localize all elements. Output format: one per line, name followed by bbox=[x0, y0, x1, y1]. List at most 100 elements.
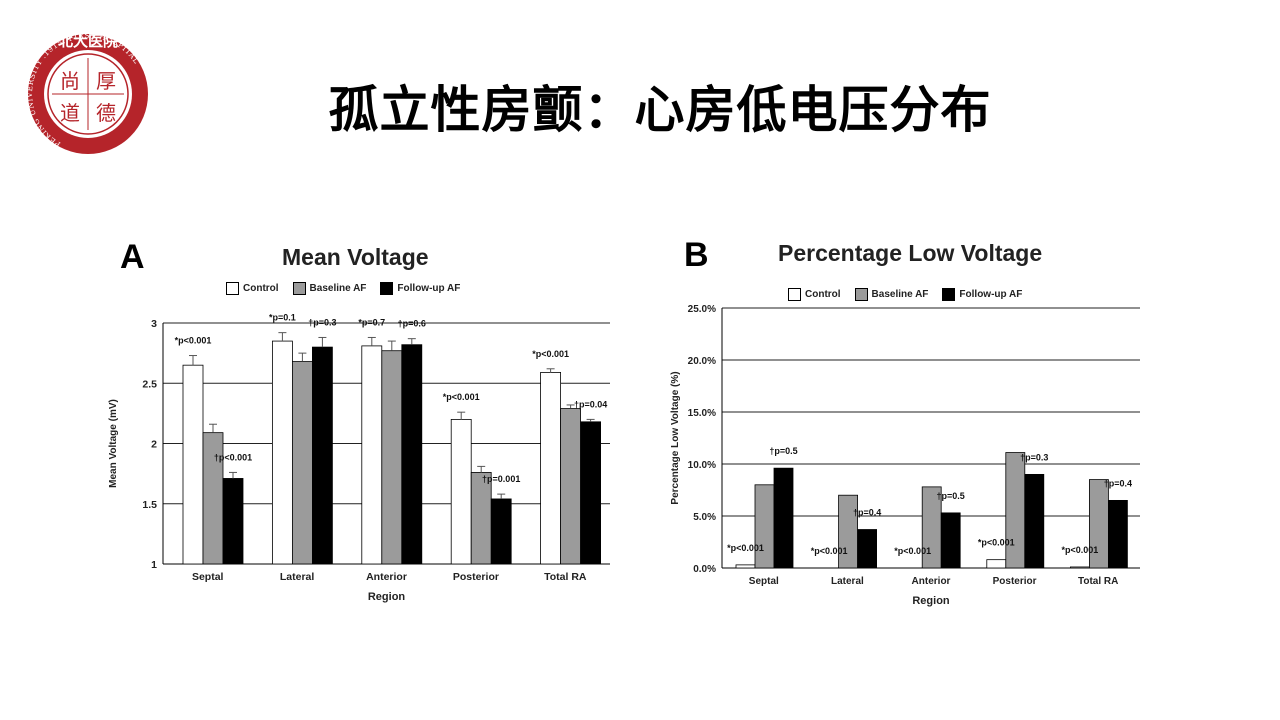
legend-item-followup: Follow-up AF bbox=[380, 282, 460, 295]
legend-label: Baseline AF bbox=[309, 283, 367, 294]
chart-title: Percentage Low Voltage bbox=[778, 240, 1043, 266]
p-value-annotation: †p=0.3 bbox=[308, 317, 336, 327]
p-value-annotation: *p=0.7 bbox=[358, 317, 385, 327]
bar-baseline-af bbox=[381, 350, 403, 565]
p-value-annotation: †p=0.001 bbox=[482, 474, 520, 484]
seal-char: 德 bbox=[96, 101, 116, 125]
y-tick-label: 5.0% bbox=[693, 512, 716, 523]
bar-follow-up-af bbox=[1024, 473, 1045, 569]
chart-panel-b: 0.0% 5.0% 10.0% 15.0% 20.0% 25.0% Septal Latera… bbox=[656, 222, 1181, 612]
bar-control bbox=[986, 559, 1007, 569]
p-value-annotation: †p=0.4 bbox=[853, 508, 881, 518]
hospital-logo-seal: 北大医院 PEKING UNIVERSITY .1915. FIRST HOSP… bbox=[26, 31, 148, 154]
bar-follow-up-af bbox=[490, 498, 512, 565]
legend-swatch bbox=[380, 282, 394, 295]
chart-title: Mean Voltage bbox=[282, 244, 429, 270]
seal-char: 厚 bbox=[96, 69, 116, 93]
p-value-annotation: †p=0.5 bbox=[937, 491, 965, 501]
bar-follow-up-af bbox=[401, 344, 423, 565]
bar-control bbox=[271, 340, 293, 565]
bar-follow-up-af bbox=[311, 346, 333, 565]
bar-control bbox=[1069, 566, 1090, 569]
mean-voltage-chart: 1 1.5 2 2.5 3 Septal Lateral Anterior Posterior T… bbox=[108, 313, 610, 603]
y-tick-label: 2 bbox=[151, 439, 157, 451]
chart-panel-a: 1 1.5 2 2.5 3 Septal Lateral Anterior Posterior T… bbox=[92, 222, 632, 618]
y-tick-label: 0.0% bbox=[693, 564, 716, 575]
bar-follow-up-af bbox=[580, 421, 602, 565]
p-value-annotation: *p<0.001 bbox=[811, 546, 848, 556]
legend-label: Baseline AF bbox=[871, 289, 929, 300]
x-tick-label: Septal bbox=[192, 571, 224, 583]
bar-control bbox=[450, 418, 472, 565]
legend-item-control: Control bbox=[788, 288, 841, 301]
x-tick-label: Anterior bbox=[912, 576, 951, 587]
p-value-annotation: *p<0.001 bbox=[1062, 545, 1099, 555]
legend-swatch bbox=[292, 282, 306, 295]
p-value-annotation: †p=0.5 bbox=[769, 446, 797, 456]
chart-legend: Control Baseline AF Follow-up AF bbox=[788, 288, 1022, 301]
p-value-annotation: *p=0.1 bbox=[269, 313, 296, 323]
y-tick-label: 1 bbox=[151, 559, 157, 571]
seal-top-text: 北大医院 bbox=[58, 32, 118, 50]
y-tick-label: 15.0% bbox=[688, 408, 716, 419]
legend-item-followup: Follow-up AF bbox=[942, 288, 1022, 301]
x-tick-label: Lateral bbox=[280, 571, 315, 583]
legend-label: Control bbox=[243, 283, 279, 294]
x-axis-title: Region bbox=[912, 595, 950, 607]
x-tick-label: Septal bbox=[749, 576, 779, 587]
legend-item-baseline: Baseline AF bbox=[854, 288, 929, 301]
p-value-annotation: †p<0.001 bbox=[214, 452, 252, 462]
p-value-annotation: *p<0.001 bbox=[894, 546, 931, 556]
bar-follow-up-af bbox=[222, 478, 244, 565]
y-tick-label: 25.0% bbox=[688, 304, 716, 315]
slide-title: 孤立性房颤：心房低电压分布 bbox=[328, 80, 992, 139]
y-axis-title: Mean Voltage (mV) bbox=[108, 399, 119, 488]
percentage-low-voltage-chart: 0.0% 5.0% 10.0% 15.0% 20.0% 25.0% Septal Latera… bbox=[670, 304, 1140, 607]
chart-legend: Control Baseline AF Follow-up AF bbox=[226, 282, 460, 295]
y-tick-label: 3 bbox=[151, 318, 157, 330]
bar-baseline-af bbox=[291, 361, 313, 565]
x-axis-title: Region bbox=[368, 591, 406, 603]
x-tick-label: Total RA bbox=[1078, 576, 1118, 587]
seal-char: 道 bbox=[60, 101, 80, 125]
legend-label: Follow-up AF bbox=[959, 289, 1023, 300]
legend-label: Follow-up AF bbox=[397, 283, 461, 294]
legend-label: Control bbox=[805, 289, 841, 300]
p-value-annotation: *p<0.001 bbox=[727, 543, 764, 553]
p-value-annotation: *p<0.001 bbox=[532, 349, 569, 359]
x-tick-label: Lateral bbox=[831, 576, 864, 587]
panel-label: B bbox=[684, 236, 709, 274]
x-tick-label: Total RA bbox=[544, 571, 587, 583]
legend-item-baseline: Baseline AF bbox=[292, 282, 367, 295]
bar-baseline-af bbox=[470, 472, 492, 565]
bar-follow-up-af bbox=[857, 529, 878, 569]
bar-control bbox=[735, 564, 756, 569]
p-value-annotation: †p=0.6 bbox=[398, 319, 426, 329]
bar-control bbox=[182, 364, 204, 565]
legend-swatch bbox=[788, 288, 801, 301]
x-tick-label: Posterior bbox=[993, 576, 1037, 587]
legend-swatch bbox=[942, 288, 956, 301]
y-axis-title: Percentage Low Voltage (%) bbox=[670, 371, 681, 504]
x-tick-label: Posterior bbox=[453, 571, 499, 583]
p-value-annotation: †p=0.3 bbox=[1020, 452, 1048, 462]
y-tick-label: 1.5 bbox=[142, 499, 157, 511]
y-tick-label: 10.0% bbox=[688, 460, 716, 471]
legend-swatch bbox=[854, 288, 868, 301]
p-value-annotation: *p<0.001 bbox=[978, 538, 1015, 548]
seal-char: 尚 bbox=[60, 69, 80, 93]
x-tick-label: Anterior bbox=[366, 571, 407, 583]
y-tick-label: 20.0% bbox=[688, 356, 716, 367]
bar-follow-up-af bbox=[1107, 499, 1128, 569]
y-tick-label: 2.5 bbox=[142, 378, 157, 390]
legend-swatch bbox=[226, 282, 239, 295]
p-value-annotation: †p=0.04 bbox=[574, 399, 607, 409]
p-value-annotation: *p<0.001 bbox=[175, 336, 212, 346]
legend-item-control: Control bbox=[226, 282, 279, 295]
bar-follow-up-af bbox=[773, 467, 794, 569]
p-value-annotation: †p=0.4 bbox=[1104, 478, 1132, 488]
bar-control bbox=[361, 345, 383, 565]
bar-baseline-af bbox=[754, 484, 775, 569]
bar-follow-up-af bbox=[940, 512, 961, 569]
bar-baseline-af bbox=[1005, 452, 1026, 569]
